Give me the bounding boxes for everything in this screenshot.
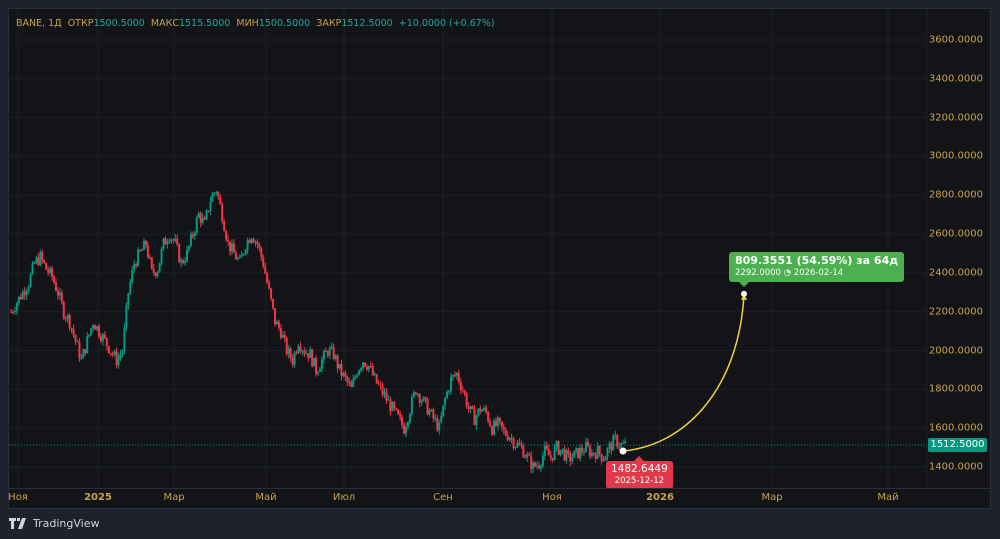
tradingview-logo[interactable]: TradingView (9, 517, 99, 530)
time-axis[interactable]: Ноя 2025 Мар Май Июл Сен Ноя 2026 Мар Май (8, 488, 990, 509)
candlestick-chart (9, 9, 926, 488)
target-price: 2292.0000 (735, 268, 781, 278)
open-label: ОТКР (67, 18, 94, 29)
target-date: 2026-02-14 (793, 268, 844, 278)
open-value: 1500.5000 (93, 18, 145, 29)
price-axis-label: 2200.0000 (928, 306, 983, 318)
time-axis-label: Май (255, 492, 277, 503)
time-axis-label: 2025 (84, 492, 112, 503)
low-label: МИН (236, 18, 259, 29)
projection-target-main: 809.3551 (54.59%) за 64д (735, 254, 899, 267)
chart-frame: BANE, 1Д ОТКР1500.5000 МАКС1515.5000 МИН… (8, 8, 991, 509)
close-label: ЗАКР (316, 18, 342, 29)
time-axis-label: Май (877, 492, 899, 503)
price-axis-label: 3200.0000 (928, 112, 983, 124)
price-axis-label: 1600.0000 (928, 422, 983, 434)
price-axis-label: 3600.0000 (928, 34, 983, 46)
time-axis-label: 2026 (646, 492, 674, 503)
low-value: 1500.5000 (258, 18, 311, 29)
projection-start-label[interactable]: 1482.6449 2025-12-12 (606, 456, 673, 488)
projection-target-label[interactable]: 809.3551 (54.59%) за 64д 2292.0000 ◔ 202… (729, 252, 905, 287)
projection-start-price: 1482.6449 (611, 463, 668, 475)
ohlc-legend: BANE, 1Д ОТКР1500.5000 МАКС1515.5000 МИН… (16, 18, 495, 29)
projection-start-date: 2025-12-12 (614, 476, 665, 486)
last-price-badge: 1512.5000 (928, 438, 987, 453)
time-axis-label: Ноя (8, 492, 28, 503)
clock-icon: ◔ (783, 268, 792, 278)
price-axis-label: 2600.0000 (928, 228, 983, 240)
price-axis-label: 3000.0000 (928, 150, 983, 162)
symbol-label[interactable]: BANE, 1Д (16, 18, 62, 29)
price-axis-label: 2000.0000 (928, 345, 983, 357)
price-axis[interactable]: 1512.5000 3600.0000 3400.0000 3200.0000 300… (926, 9, 991, 488)
time-axis-label: Мар (163, 492, 185, 503)
time-axis-label: Июл (332, 492, 356, 503)
time-axis-label: Ноя (542, 492, 562, 503)
price-axis-label: 1800.0000 (928, 383, 983, 395)
tradingview-logo-icon (9, 518, 26, 529)
close-value: 1512.5000 (341, 18, 393, 29)
price-axis-label: 2400.0000 (928, 267, 983, 279)
change-value: +10.0000 (+0.67%) (398, 18, 495, 29)
high-value: 1515.5000 (178, 18, 231, 29)
projection-target-sub: 2292.0000 ◔ 2026-02-14 (735, 268, 898, 279)
time-axis-label: Мар (761, 492, 783, 503)
time-axis-label: Сен (433, 492, 453, 503)
chart-plot-area[interactable]: BANE, 1Д ОТКР1500.5000 МАКС1515.5000 МИН… (9, 9, 926, 488)
high-label: МАКС (150, 18, 179, 29)
price-axis-label: 1400.0000 (928, 461, 983, 473)
tradingview-logo-text: TradingView (33, 517, 100, 530)
price-axis-label: 3400.0000 (928, 73, 983, 85)
price-axis-label: 2800.0000 (928, 189, 983, 201)
